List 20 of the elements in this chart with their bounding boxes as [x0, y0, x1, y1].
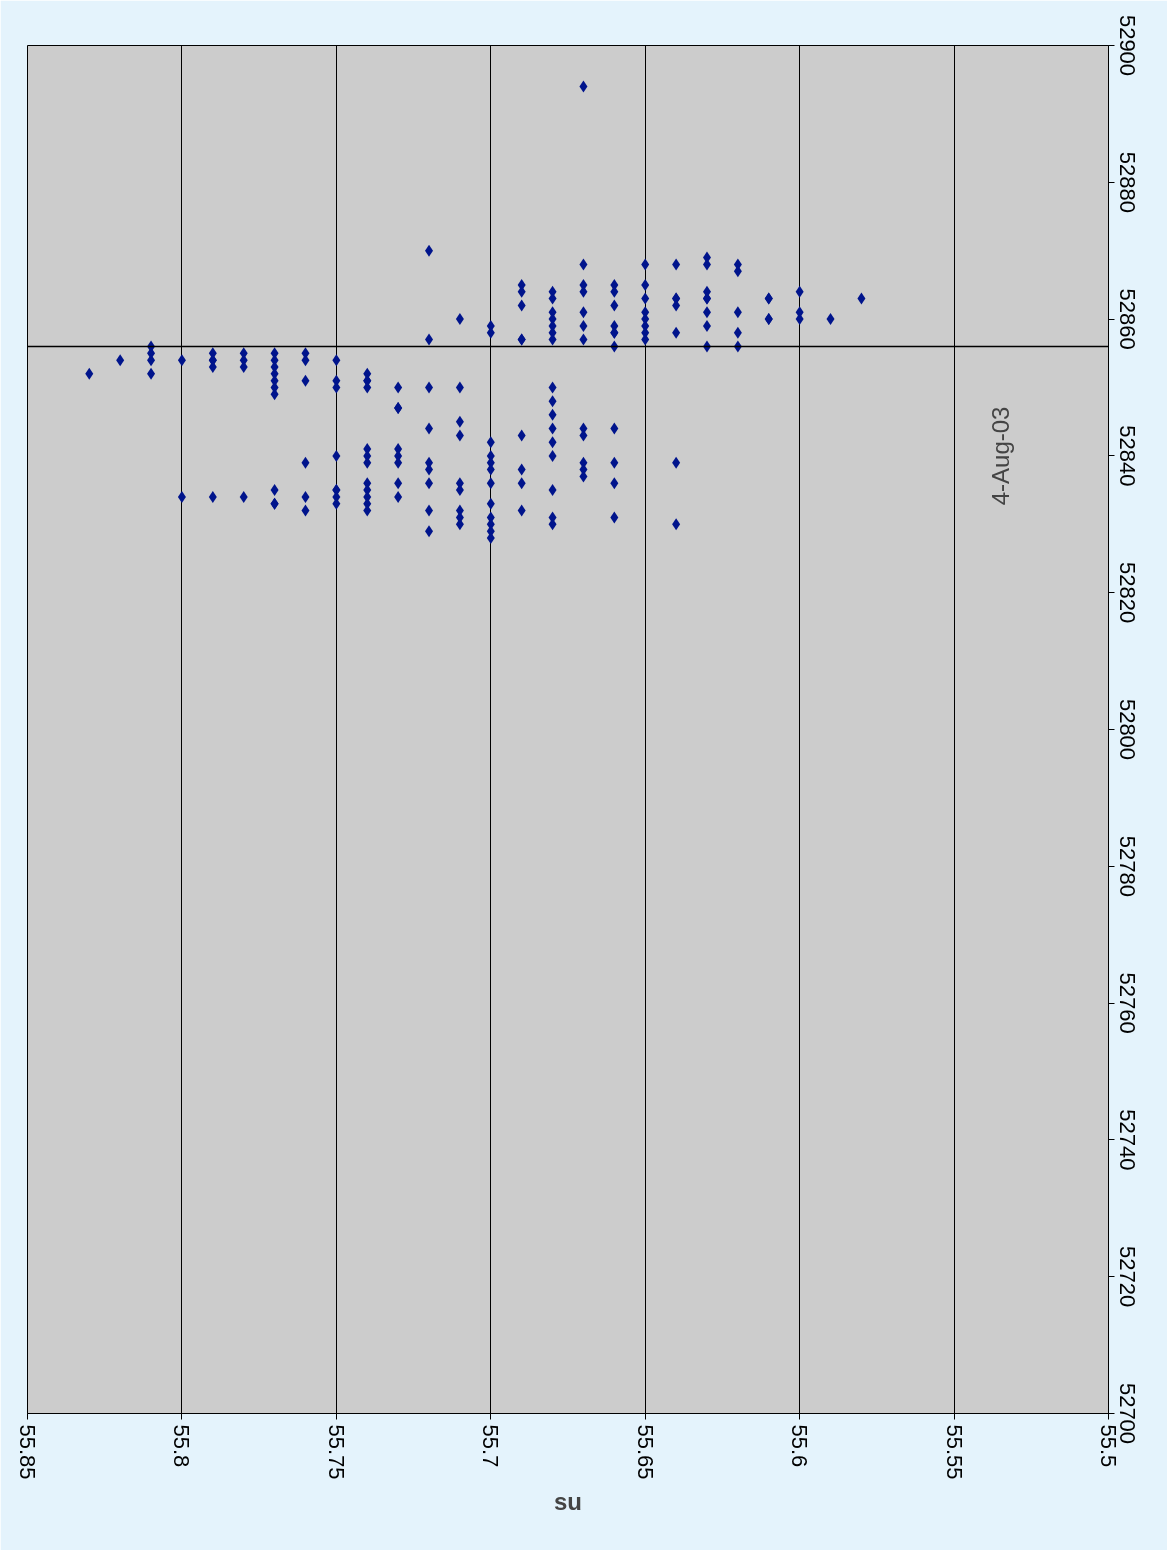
- y-tick-label: 52720: [1114, 1246, 1140, 1308]
- y-tick-label: 52840: [1114, 425, 1140, 487]
- x-tick-label: 55.5: [1096, 1424, 1121, 1468]
- x-tick-label: 55.7: [478, 1424, 504, 1468]
- y-tick-label: 52740: [1114, 1109, 1140, 1171]
- x-tick-label: 55.85: [15, 1424, 40, 1480]
- x-axis-title: su: [554, 1487, 583, 1515]
- y-tick-label: 52820: [1114, 562, 1140, 624]
- y-tick-label: 52780: [1114, 835, 1140, 897]
- y-tick-label: 52900: [1114, 14, 1140, 77]
- y-tick-label: 52860: [1114, 288, 1140, 350]
- annotation: 4-Aug-03: [986, 406, 1014, 506]
- y-tick-label: 52800: [1114, 698, 1140, 761]
- x-tick-label: 55.65: [632, 1424, 658, 1480]
- x-tick-label: 55.8: [169, 1424, 195, 1468]
- x-tick-label: 55.6: [787, 1424, 813, 1468]
- x-tick-label: 55.55: [941, 1424, 967, 1480]
- x-tick-label: 55.75: [323, 1424, 349, 1480]
- y-tick-label: 52760: [1114, 972, 1140, 1034]
- y-tick-label: 52880: [1114, 151, 1140, 213]
